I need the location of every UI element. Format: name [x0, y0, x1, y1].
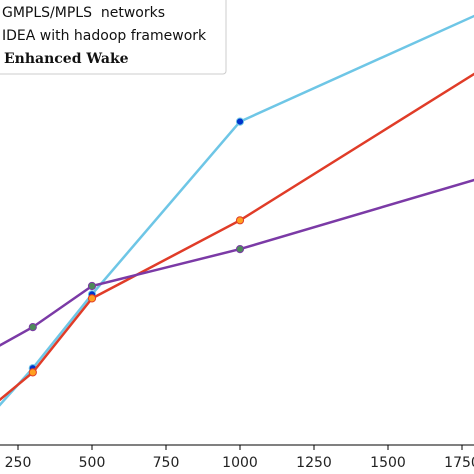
series-2-point	[28, 368, 37, 377]
legend-entry-gmpls: GMPLS/MPLS networks	[2, 5, 165, 21]
series-3	[0, 178, 474, 347]
series-1-line	[0, 14, 474, 407]
x-tick-label: 750	[153, 455, 180, 471]
legend-entry-enhanced-wake: Enhanced Wake	[4, 51, 129, 67]
series-2-point	[235, 216, 245, 225]
x-tick-label: 1000	[222, 455, 258, 471]
series-3-point	[28, 323, 37, 332]
series-2	[0, 72, 474, 402]
x-tick-label: 1500	[370, 455, 406, 471]
legend-entry-idea: IDEA with hadoop framework	[2, 28, 207, 44]
x-tick-label: 250	[5, 455, 32, 471]
x-tick-label: 1750	[444, 455, 474, 471]
series-1	[0, 14, 474, 407]
legend-box	[0, 0, 227, 75]
legend: GMPLS/MPLS networks IDEA with hadoop fra…	[0, 0, 227, 75]
x-tick-label: 500	[79, 455, 106, 471]
series-3-point	[87, 281, 97, 291]
series-layer	[0, 14, 474, 407]
series-1-point	[235, 117, 245, 126]
series-3-point	[235, 245, 245, 254]
x-ticks: 250 500 750 1000 1250 1500 1750	[5, 445, 474, 471]
series-2-point	[87, 294, 97, 303]
x-tick-label: 1250	[296, 455, 332, 471]
